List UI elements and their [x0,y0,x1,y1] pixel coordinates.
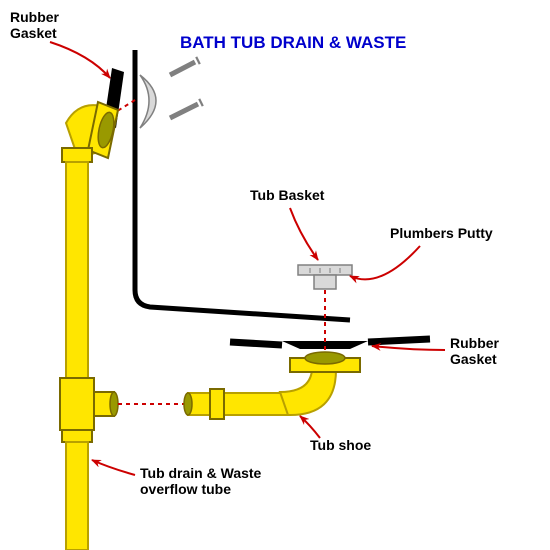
overflow-pipe-assembly [60,102,118,550]
label-rubber-gasket-bottom: Rubber Gasket [450,335,503,367]
label-tub-shoe: Tub shoe [310,437,371,453]
label-overflow-tube: Tub drain & Waste overflow tube [140,465,265,497]
overflow-plate [140,75,156,128]
arrow-plumbers-putty [350,246,420,279]
arrow-tub-basket [290,208,318,260]
arrow-overflow-tube [92,460,135,475]
tub-shoe-assembly [184,352,360,419]
tub-floor-right [368,339,430,342]
label-tub-basket: Tub Basket [250,187,325,203]
drain-diagram: BATH TUB DRAIN & WASTE [0,0,550,550]
label-rubber-gasket-top: Rubber Gasket [10,9,63,41]
arrow-rubber-bottom [372,346,445,350]
screw-upper [170,62,195,75]
tub-basket [298,265,352,289]
tub-floor-left [230,342,282,345]
label-plumbers-putty: Plumbers Putty [390,225,493,241]
arrow-rubber-top [50,42,110,78]
diagram-title: BATH TUB DRAIN & WASTE [180,33,406,52]
screw-lower [170,104,198,118]
arrow-tub-shoe [300,416,320,438]
